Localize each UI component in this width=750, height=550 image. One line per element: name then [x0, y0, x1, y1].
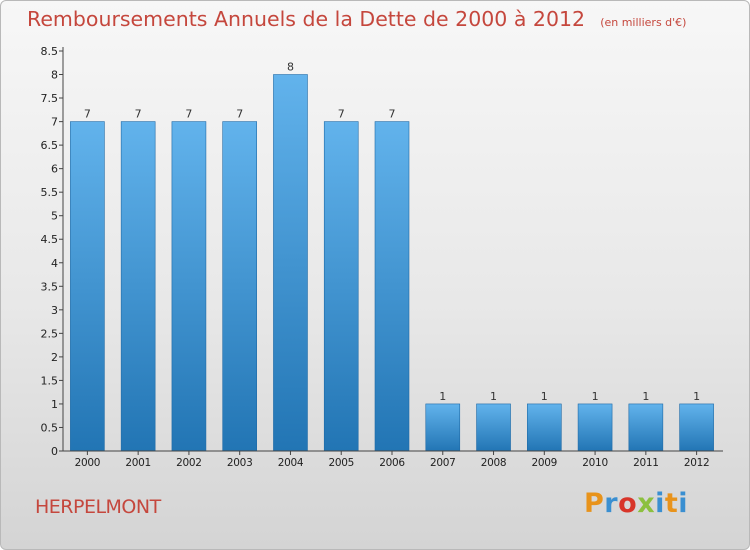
data-label-2000: 7 [84, 108, 91, 121]
y-tick-label-8.5: 8.5 [41, 45, 59, 58]
y-tick-label-1: 1 [51, 398, 58, 411]
chart-unit: (en milliers d'€) [600, 16, 687, 29]
data-label-2001: 7 [135, 108, 142, 121]
bar-2011 [628, 403, 664, 452]
brand-letter: x [637, 488, 656, 519]
commune-name: HERPELMONT [35, 496, 161, 518]
x-tick-label-2012: 2012 [684, 457, 710, 469]
y-tick-label-5.5: 5.5 [41, 186, 59, 199]
bar-2010 [577, 403, 613, 452]
data-label-2012: 1 [693, 390, 700, 403]
y-tick-label-6.5: 6.5 [41, 139, 59, 152]
bar-2000 [70, 121, 105, 452]
y-tick-label-0: 0 [51, 445, 58, 458]
y-tick-label-6: 6 [51, 163, 58, 176]
proxiti-logo[interactable]: Proxiti [584, 488, 688, 519]
y-tick-label-2.5: 2.5 [41, 327, 59, 340]
y-tick-label-8: 8 [51, 69, 58, 82]
bar-2006 [374, 121, 410, 452]
x-tick-label-2007: 2007 [430, 457, 456, 469]
bar-2007 [425, 403, 461, 452]
bar-2005 [323, 121, 359, 452]
x-tick-label-2009: 2009 [532, 457, 558, 469]
x-tick-label-2011: 2011 [633, 457, 659, 469]
bar-2003 [222, 121, 257, 452]
y-tick-label-7.5: 7.5 [41, 92, 59, 105]
bar-2001 [120, 121, 156, 452]
y-tick-label-4.5: 4.5 [41, 233, 59, 246]
brand-letter: P [584, 488, 605, 519]
bar-2008 [476, 403, 511, 452]
x-tick-label-2002: 2002 [176, 457, 202, 469]
x-tick-label-2010: 2010 [582, 457, 608, 469]
y-tick-label-5: 5 [51, 210, 58, 223]
data-label-2007: 1 [439, 390, 446, 403]
bar-2012 [679, 403, 714, 452]
bar-2009 [527, 403, 562, 452]
data-label-2008: 1 [490, 390, 497, 403]
x-tick-label-2001: 2001 [125, 457, 151, 469]
brand-letter: i [678, 488, 689, 519]
y-tick-label-0.5: 0.5 [41, 421, 59, 434]
x-tick-label-2005: 2005 [328, 457, 354, 469]
x-tick-label-2000: 2000 [75, 457, 101, 469]
data-label-2006: 7 [389, 108, 396, 121]
data-label-2005: 7 [338, 108, 345, 121]
y-tick-label-2: 2 [51, 351, 58, 364]
x-tick-label-2003: 2003 [227, 457, 253, 469]
title-row: Remboursements Annuels de la Dette de 20… [27, 7, 686, 31]
data-label-2009: 1 [541, 390, 548, 403]
data-label-2004: 8 [287, 61, 294, 74]
data-label-2003: 7 [236, 108, 243, 121]
y-tick-label-7: 7 [51, 116, 58, 129]
x-tick-label-2004: 2004 [278, 457, 304, 469]
brand-letter: r [604, 488, 619, 519]
data-label-2011: 1 [642, 390, 649, 403]
brand-letter: t [664, 488, 679, 519]
brand-letter: i [655, 488, 665, 519]
data-label-2002: 7 [185, 108, 192, 121]
data-label-2010: 1 [592, 390, 599, 403]
bar-2002 [171, 121, 207, 452]
brand-letter: o [618, 488, 638, 519]
bar-2004 [273, 74, 308, 452]
y-tick-label-3.5: 3.5 [41, 280, 59, 293]
x-tick-label-2008: 2008 [481, 457, 507, 469]
chart-title: Remboursements Annuels de la Dette de 20… [27, 7, 586, 31]
bars-layer: 7 7 7 7 8 7 7 1 1 1 1 1 1 [70, 61, 714, 452]
x-tick-label-2006: 2006 [379, 457, 405, 469]
axes-layer: 2000 2001 2002 2003 2004 2005 2006 2007 2008 2009… [41, 45, 723, 469]
y-tick-label-3: 3 [51, 304, 58, 317]
y-tick-label-1.5: 1.5 [41, 374, 59, 387]
y-tick-label-4: 4 [51, 257, 58, 270]
